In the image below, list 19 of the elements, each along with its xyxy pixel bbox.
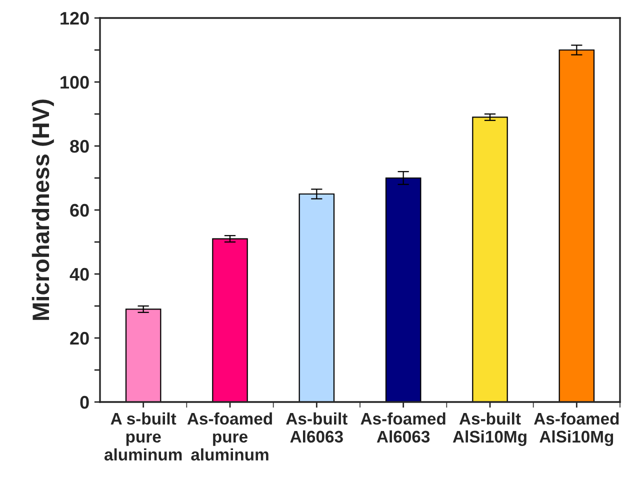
y-tick-label: 60 [70,204,89,217]
x-tick-label: As-foamed pure aluminum [187,412,272,461]
x-tick-label: A s-built pure aluminum [104,412,182,461]
y-tick-label: 100 [60,76,89,89]
x-tick-label: As-built AlSi10Mg [452,412,526,446]
bar [298,193,335,402]
y-tick-label: 40 [70,268,89,281]
bar [212,238,248,402]
y-tick-label: 0 [80,396,89,409]
x-tick-label: As-foamed AlSi10Mg [534,412,619,446]
bar [472,116,508,402]
bar [125,308,162,402]
y-tick-label: 120 [60,12,89,25]
bar [558,49,595,402]
x-tick-label: As-foamed Al6063 [360,412,446,443]
x-tick-label: As-built Al6063 [286,412,348,443]
y-axis-title: Microhardness (HV) [32,100,54,320]
y-tick-label: 80 [70,140,89,153]
y-tick-label: 20 [70,332,89,345]
